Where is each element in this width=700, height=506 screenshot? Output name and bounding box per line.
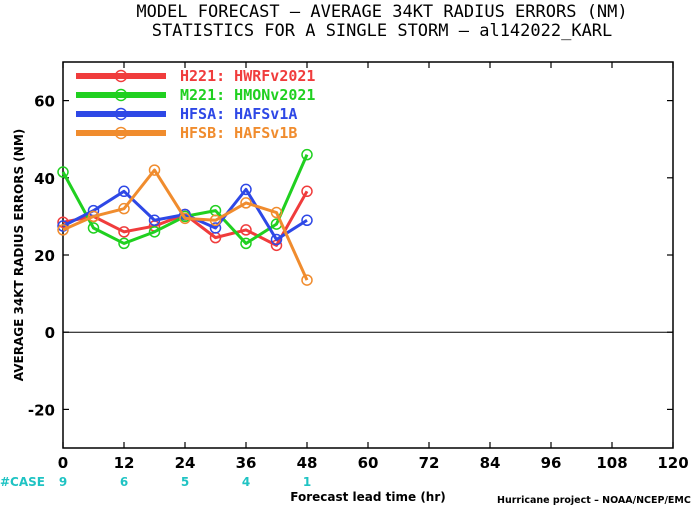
data-point xyxy=(240,197,252,209)
legend-label: HFSA: HAFSv1A xyxy=(180,105,297,123)
data-point xyxy=(87,210,100,223)
data-point xyxy=(148,164,161,176)
legend-marker xyxy=(114,88,128,102)
legend-marker xyxy=(114,126,128,140)
data-point xyxy=(270,206,283,219)
credit-text: Hurricane project – NOAA/NCEP/EMC xyxy=(497,495,691,506)
legend-item: H221: HWRFv2021 xyxy=(76,67,315,85)
y-axis-label: AVERAGE 34KT RADIUS ERRORS (NM) xyxy=(12,129,26,381)
series-path xyxy=(62,168,309,281)
legend-label: H221: HWRFv2021 xyxy=(180,67,315,85)
legend-label: HFSB: HAFSv1B xyxy=(180,124,297,142)
data-point xyxy=(240,237,252,250)
x-tick-label: 24 xyxy=(175,454,196,472)
data-point xyxy=(118,237,130,250)
case-count: 9 xyxy=(59,475,67,489)
data-point xyxy=(148,226,161,238)
series-line xyxy=(57,183,313,246)
x-tick-label: 120 xyxy=(657,454,688,472)
legend-item: HFSB: HAFSv1B xyxy=(76,124,297,142)
x-tick-label: 108 xyxy=(596,454,627,472)
y-tick-label: -20 xyxy=(28,401,55,419)
x-tick-label: 72 xyxy=(419,454,440,472)
legend-item: HFSA: HAFSv1A xyxy=(76,105,297,123)
case-counts: 9 6 5 4 1 xyxy=(59,475,311,489)
x-tick-label: 96 xyxy=(541,454,562,472)
x-tick-label: 0 xyxy=(58,454,68,472)
axis-ticks: 0 12 24 36 48 60 72 84 96 108 120 -20 0 20 40 60 xyxy=(28,62,689,472)
series-line xyxy=(57,164,313,286)
legend-marker xyxy=(114,107,128,121)
data-point xyxy=(179,212,191,225)
legend-marker xyxy=(114,69,128,83)
data-point xyxy=(118,226,130,238)
data-point xyxy=(240,224,252,236)
legend-label: M221: HMONv2021 xyxy=(180,86,315,104)
series-path xyxy=(62,187,308,242)
y-tick-label: 20 xyxy=(34,247,55,265)
x-axis-label: Forecast lead time (hr) xyxy=(290,490,446,504)
chart-title-line2: STATISTICS FOR A SINGLE STORM – al142022… xyxy=(152,21,613,41)
data-point xyxy=(209,222,222,234)
y-tick-label: 40 xyxy=(34,170,55,188)
data-point xyxy=(301,274,313,286)
case-count: 6 xyxy=(120,475,128,489)
case-count: 5 xyxy=(181,475,189,489)
data-point xyxy=(301,148,313,161)
data-point xyxy=(301,214,313,227)
data-point xyxy=(209,214,222,227)
x-tick-label: 36 xyxy=(236,454,257,472)
data-point xyxy=(57,166,69,178)
y-tick-label: 60 xyxy=(34,93,55,111)
plot-area xyxy=(62,61,674,449)
legend-item: M221: HMONv2021 xyxy=(76,86,315,104)
y-tick-label: 0 xyxy=(45,324,55,342)
data-point xyxy=(301,185,313,198)
data-point xyxy=(148,214,161,227)
x-tick-label: 48 xyxy=(297,454,318,472)
data-point xyxy=(270,233,283,246)
data-point xyxy=(118,202,130,215)
case-count: 1 xyxy=(303,475,311,489)
data-point xyxy=(57,224,69,236)
x-tick-label: 84 xyxy=(480,454,501,472)
data-point xyxy=(57,220,69,232)
data-point xyxy=(240,183,252,196)
data-point xyxy=(118,185,130,198)
data-point xyxy=(87,222,100,234)
series-layer xyxy=(57,148,313,286)
x-tick-label: 12 xyxy=(114,454,135,472)
x-tick-label: 60 xyxy=(358,454,379,472)
chart-title-line1: MODEL FORECAST – AVERAGE 34KT RADIUS ERR… xyxy=(136,2,627,22)
case-label: #CASE xyxy=(0,475,45,489)
case-count: 4 xyxy=(242,475,250,489)
